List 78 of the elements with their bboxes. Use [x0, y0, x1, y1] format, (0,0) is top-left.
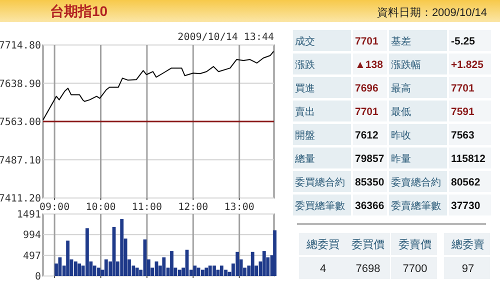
x-tick-label: 12:00 — [178, 202, 208, 213]
text: 賣出 — [295, 106, 315, 118]
bar — [104, 259, 108, 276]
y-tick-label: 1491 — [16, 210, 41, 220]
text: 7701 — [355, 36, 379, 48]
text: 7701 — [355, 106, 379, 118]
bar — [201, 270, 204, 276]
x-tick-label: 13:00 — [224, 202, 254, 213]
text: 資料日期：2009/10/14 — [376, 6, 487, 19]
line-series — [42, 50, 274, 120]
text: +1.825 — [451, 59, 484, 71]
text: 115812 — [451, 153, 486, 165]
y-tick-label: 0 — [34, 272, 41, 282]
text: 基差 — [391, 36, 411, 48]
text: 成交 — [295, 36, 315, 48]
text: 委買總筆數 — [295, 200, 345, 212]
text: 漲跌 — [295, 59, 315, 71]
text: 97 — [462, 263, 474, 275]
text: 委賣價 — [398, 238, 432, 251]
bar — [66, 240, 70, 276]
text: 79857 — [355, 153, 384, 165]
bar — [208, 266, 212, 276]
x-tick-label: 11:00 — [132, 202, 162, 213]
bar — [178, 270, 182, 276]
bar — [92, 266, 96, 276]
bar — [170, 251, 174, 276]
bar — [262, 251, 266, 276]
text: 7698 — [356, 263, 380, 275]
text: 最低 — [391, 107, 411, 118]
text: 昨量 — [391, 153, 411, 165]
bar — [236, 252, 240, 276]
bar — [74, 261, 78, 276]
x-tick-label: 09:00 — [39, 202, 70, 213]
text: 7700 — [402, 263, 428, 275]
text: 4 — [320, 263, 326, 275]
bar — [204, 268, 208, 276]
y-tick-label: 497 — [22, 250, 41, 262]
text: 7701 — [451, 82, 475, 94]
bar — [120, 219, 124, 276]
text: 80562 — [451, 176, 480, 188]
bar — [220, 266, 224, 276]
bar — [78, 264, 82, 276]
bar — [97, 268, 100, 276]
text: 委買價 — [352, 238, 384, 251]
text: 委賣總合約 — [391, 176, 441, 188]
bar — [224, 270, 228, 276]
x-tick-label: 10:00 — [86, 202, 116, 213]
text: 7696 — [355, 82, 379, 94]
text: 買進 — [295, 82, 315, 94]
text: 漲跌幅 — [391, 59, 421, 71]
bar — [58, 257, 62, 276]
bar — [196, 268, 200, 276]
text: 開盤 — [295, 130, 315, 142]
text: 總量 — [294, 153, 315, 165]
text: 7591 — [451, 106, 475, 118]
text: 7612 — [355, 130, 379, 142]
y-tick-label: 994 — [22, 230, 41, 242]
text: 總委買 — [306, 238, 340, 251]
text: -5.25 — [451, 36, 476, 48]
bar — [212, 266, 216, 276]
bar — [193, 266, 197, 276]
chart-title: 台期指10 — [50, 3, 108, 19]
bar — [162, 257, 166, 276]
bar — [273, 230, 276, 276]
bar — [135, 268, 139, 276]
text: 2009/10/14 13:44 — [178, 32, 274, 43]
text: 總委賣 — [450, 238, 484, 251]
text: 7563 — [451, 130, 475, 142]
text: ▲138 — [355, 59, 384, 71]
text: 委賣總筆數 — [391, 200, 441, 212]
text: 85350 — [355, 176, 384, 188]
text: 36366 — [355, 200, 384, 212]
text: 昨收 — [391, 130, 411, 142]
bar — [86, 228, 89, 276]
text: 最高 — [391, 82, 411, 94]
bar — [250, 252, 254, 276]
text: 37730 — [451, 200, 480, 212]
text: 委買總合約 — [295, 176, 345, 188]
